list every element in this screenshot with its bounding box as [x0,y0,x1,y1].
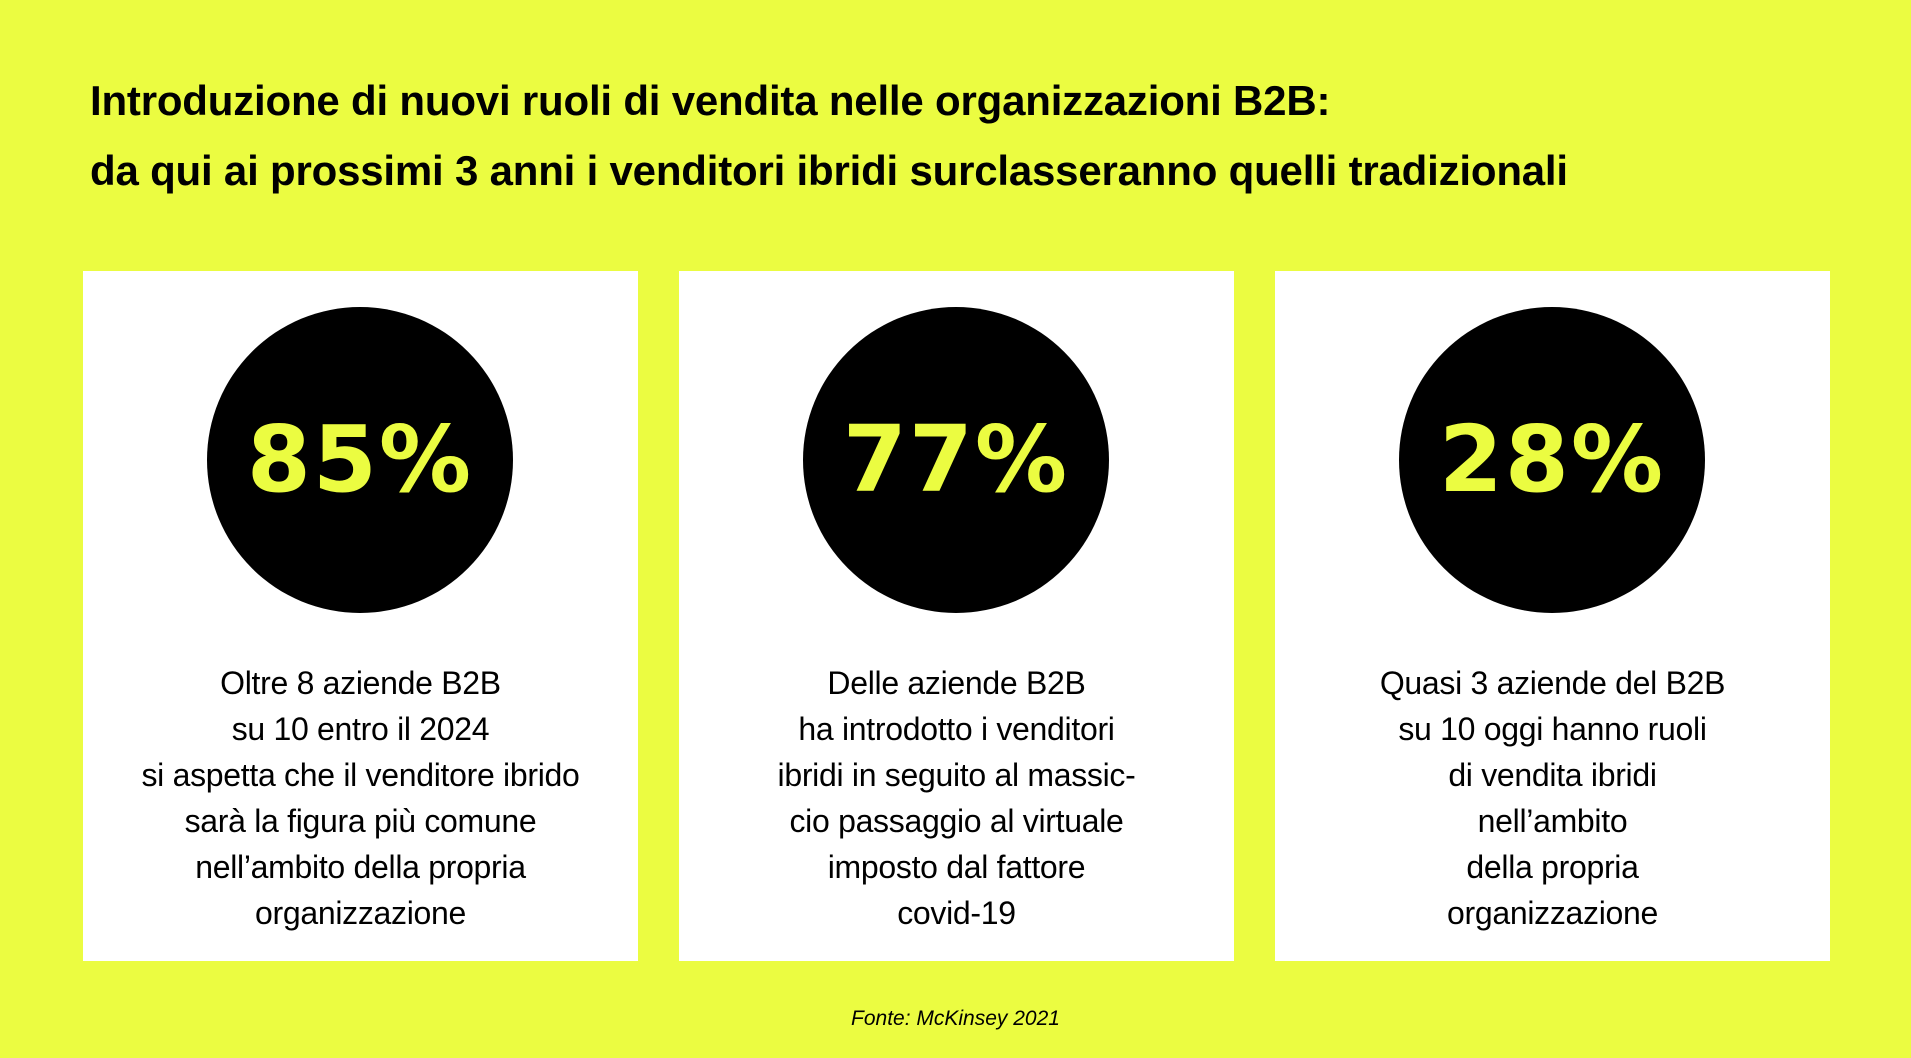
description-line: nell’ambito [1477,803,1628,839]
stat-value: 28% [1438,406,1666,513]
description-line: sarà la figura più comune [184,803,537,839]
description-line: Delle aziende B2B [827,665,1086,701]
stat-card-2: 77% Delle aziende B2B ha introdotto i ve… [679,271,1234,961]
description-line: organizzazione [254,895,467,931]
stat-value: 85% [246,406,474,513]
description-line: Oltre 8 aziende B2B [220,665,501,701]
description-line: si aspetta che il venditore ibrido [141,757,580,793]
description-line: imposto dal fattore [827,849,1086,885]
description-line: cio passaggio al virtuale [789,803,1124,839]
stat-description: Delle aziende B2B ha introdotto i vendit… [689,660,1224,936]
title-line-2: da qui ai prossimi 3 anni i venditori ib… [90,147,1568,194]
source-note: Fonte: McKinsey 2021 [851,1007,1060,1030]
stat-circle: 28% [1399,307,1705,613]
description-line: su 10 oggi hanno ruoli [1398,711,1707,747]
description-line: Quasi 3 aziende del B2B [1379,665,1726,701]
stat-description: Oltre 8 aziende B2B su 10 entro il 2024 … [93,660,628,936]
description-line: covid-19 [897,895,1016,931]
stat-card-1: 85% Oltre 8 aziende B2B su 10 entro il 2… [83,271,638,961]
description-line: nell’ambito della propria [195,849,526,885]
description-line: di vendita ibridi [1448,757,1657,793]
stat-description: Quasi 3 aziende del B2B su 10 oggi hanno… [1285,660,1820,936]
description-line: ibridi in seguito al massic- [777,757,1136,793]
stat-circle: 77% [803,307,1109,613]
stat-value: 77% [842,406,1070,513]
page-title: Introduzione di nuovi ruoli di vendita n… [90,66,1850,206]
description-line: della propria [1466,849,1639,885]
description-line: ha introdotto i venditori [798,711,1115,747]
description-line: su 10 entro il 2024 [231,711,490,747]
title-line-1: Introduzione di nuovi ruoli di vendita n… [90,77,1331,124]
description-line: organizzazione [1446,895,1659,931]
stat-circle: 85% [207,307,513,613]
stat-card-3: 28% Quasi 3 aziende del B2B su 10 oggi h… [1275,271,1830,961]
